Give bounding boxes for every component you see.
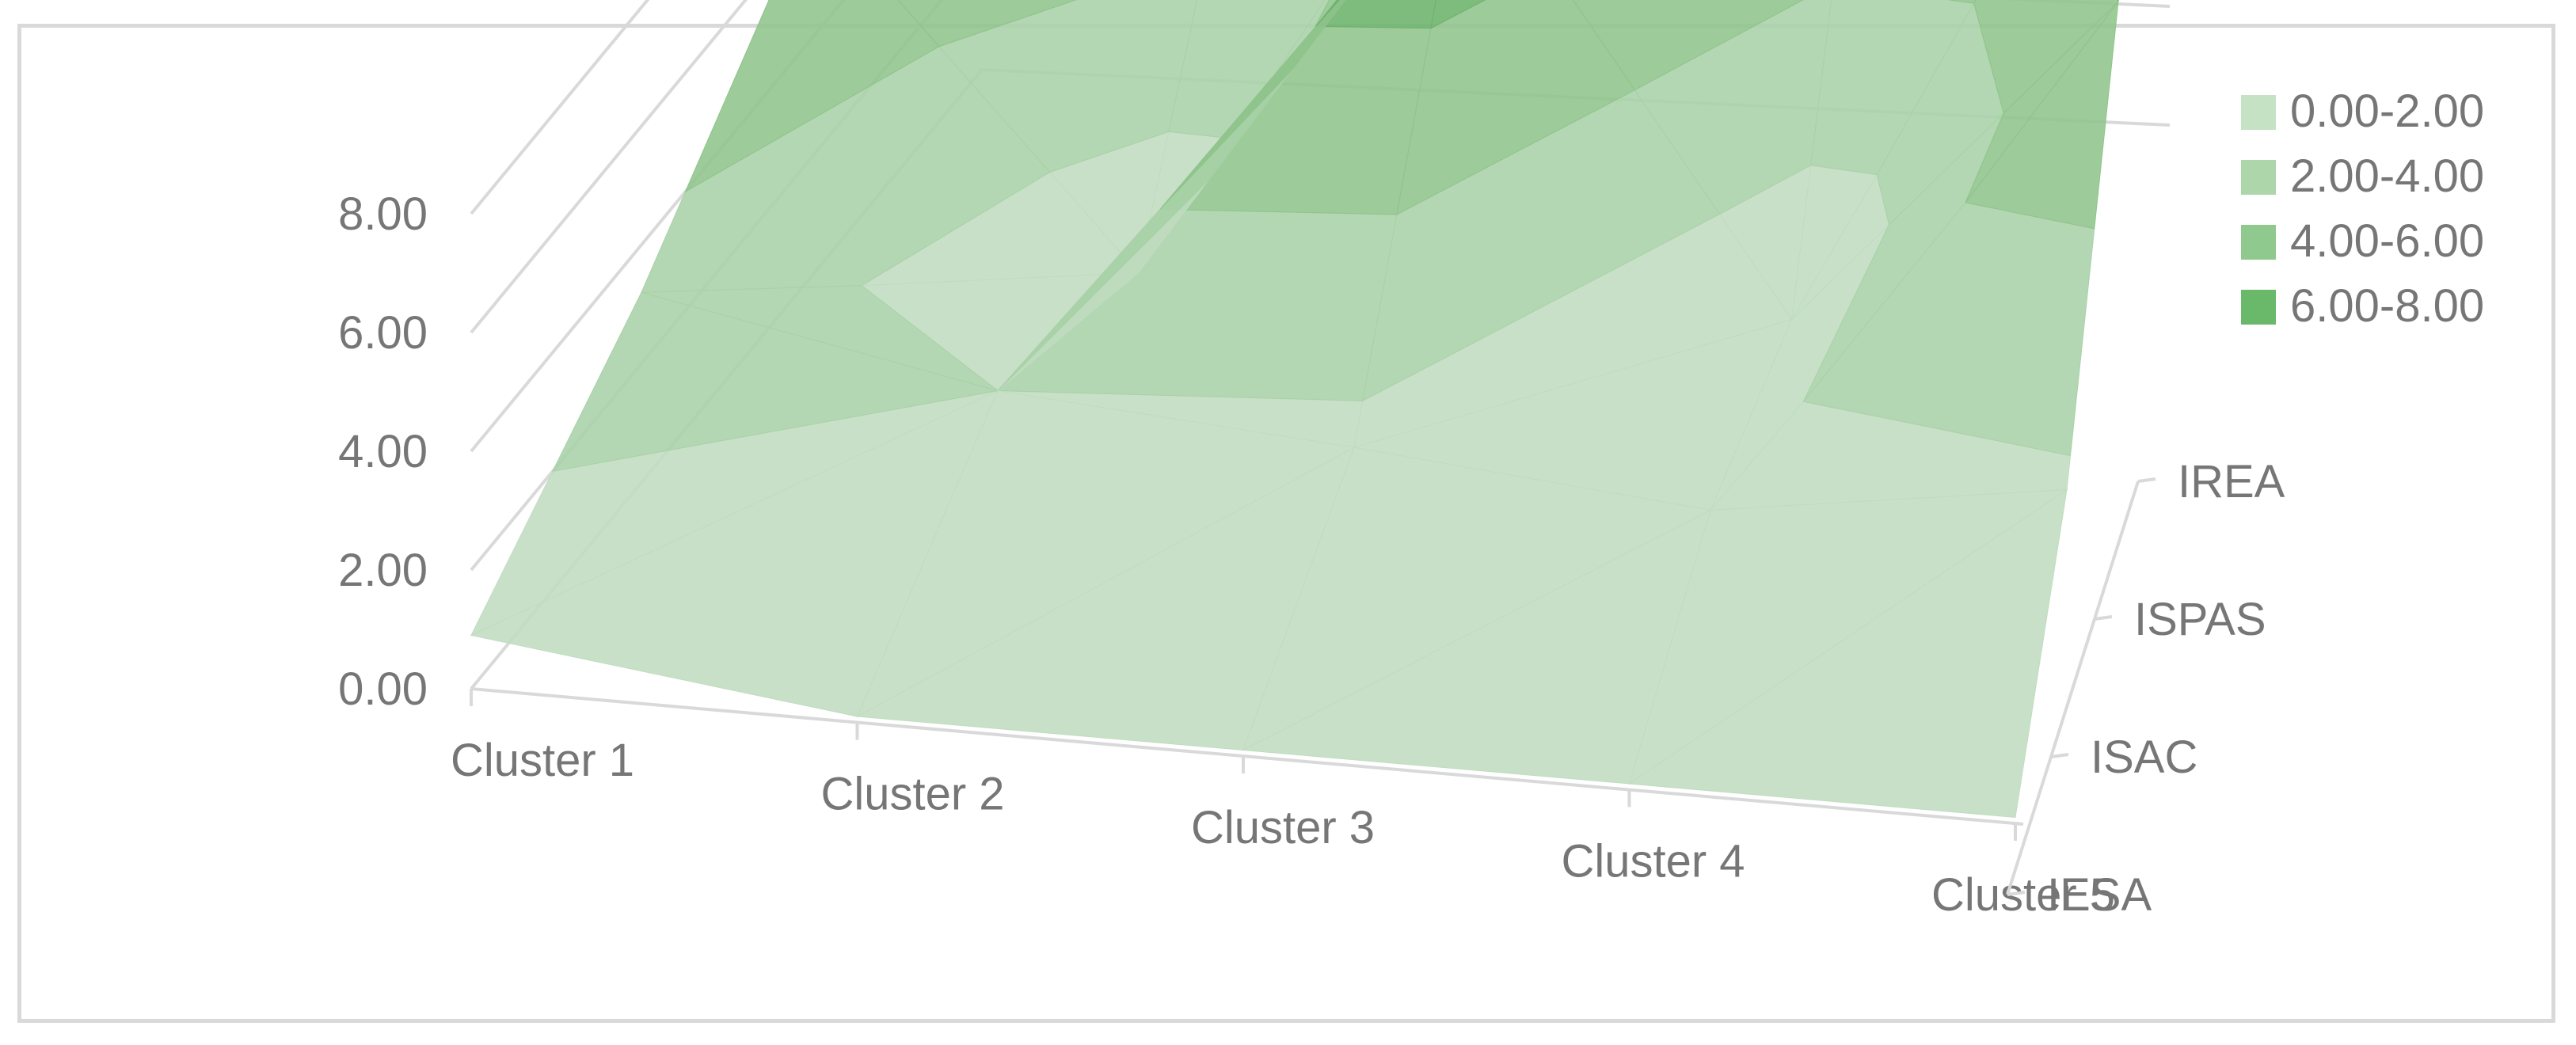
legend-label: 4.00-6.00: [2290, 215, 2484, 267]
legend-swatch: [2241, 290, 2276, 325]
series-tick: [2050, 753, 2069, 758]
z-gridline: [470, 0, 846, 453]
surface-facet: [1315, 0, 1436, 29]
surface-facet: [1810, 0, 1975, 176]
legend-swatch: [2241, 160, 2276, 195]
legend-swatch: [2241, 225, 2276, 260]
surface-facet: [1242, 446, 1712, 751]
surface-plot: [470, 0, 2119, 819]
axes: Cluster 1 Cluster 2 Cluster 3 Cluster 4 Clus…: [338, 188, 2285, 921]
surface-facet: [1946, 0, 1977, 4]
legend-label: 6.00-8.00: [2290, 280, 2484, 332]
series-axis-line: [2006, 481, 2140, 895]
series-tick-label: IESA: [2047, 869, 2152, 921]
surface-facet: [1168, 0, 1326, 139]
series-tick-label: ISAC: [2091, 732, 2197, 783]
legend-label: 2.00-4.00: [2290, 150, 2484, 202]
z-tick-label: 4.00: [338, 426, 428, 477]
category-tick-label: Cluster 5: [1931, 869, 2115, 921]
surface-facet: [1628, 488, 2068, 785]
surface-facet: [684, 0, 940, 193]
series-tick: [2094, 615, 2113, 621]
series-tick-label: ISPAS: [2134, 594, 2266, 645]
category-tick-label: Cluster 1: [451, 735, 634, 786]
z-gridline: [470, 0, 748, 334]
surface-facet: [1430, 0, 1486, 29]
series-tick: [2137, 477, 2156, 483]
series-tick-label: IREA: [2178, 456, 2285, 507]
surface-facet: [856, 390, 1356, 718]
z-tick-label: 8.00: [338, 188, 428, 240]
category-tick-label: Cluster 3: [1191, 802, 1375, 853]
category-tick-label: Cluster 2: [820, 769, 1004, 820]
surface-facet: [551, 291, 999, 473]
series-tick: [2007, 891, 2026, 896]
category-axis-line: [470, 687, 2024, 826]
surface-facet: [1159, 0, 1346, 210]
legend: 0.00-2.00 2.00-4.00 4.00-6.00 6.00-8.00: [2241, 86, 2484, 332]
legend-label: 0.00-2.00: [2290, 86, 2484, 137]
z-tick-label: 2.00: [338, 545, 428, 596]
surface-facet: [1965, 1, 2119, 203]
category-tick-label: Cluster 4: [1561, 836, 1745, 887]
surface-facet: [1315, 0, 1340, 27]
surface-facet: [641, 46, 1051, 293]
z-gridline: [470, 0, 650, 215]
z-tick-label: 0.00: [338, 663, 428, 715]
legend-swatch: [2241, 95, 2276, 130]
z-tick-label: 6.00: [338, 307, 428, 359]
